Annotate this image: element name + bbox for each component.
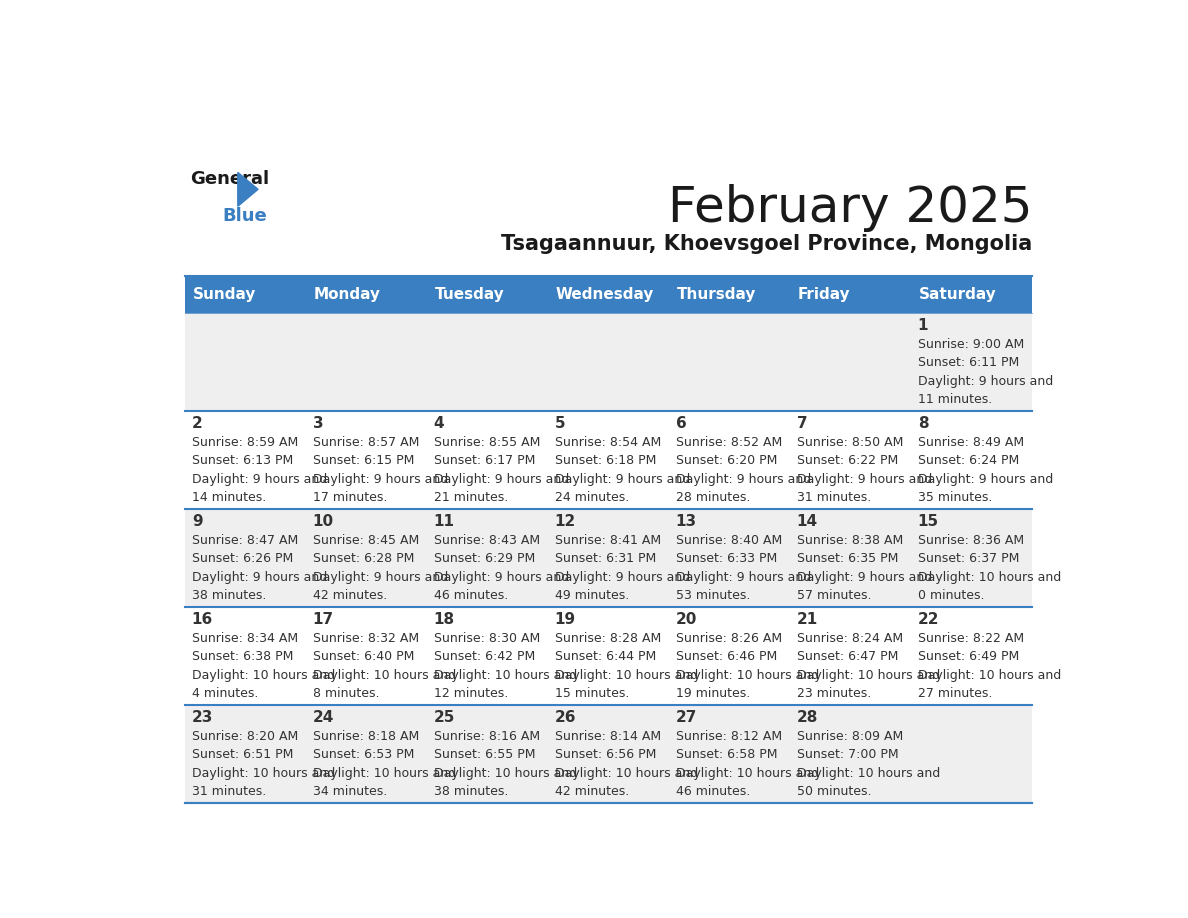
Text: Sunrise: 8:36 AM
Sunset: 6:37 PM
Daylight: 10 hours and
0 minutes.: Sunrise: 8:36 AM Sunset: 6:37 PM Dayligh… xyxy=(918,533,1061,602)
Text: Sunrise: 8:54 AM
Sunset: 6:18 PM
Daylight: 9 hours and
24 minutes.: Sunrise: 8:54 AM Sunset: 6:18 PM Dayligh… xyxy=(555,436,690,504)
Text: 1: 1 xyxy=(918,318,928,333)
Text: Sunrise: 8:18 AM
Sunset: 6:53 PM
Daylight: 10 hours and
34 minutes.: Sunrise: 8:18 AM Sunset: 6:53 PM Dayligh… xyxy=(312,730,456,798)
Text: 19: 19 xyxy=(555,612,576,627)
Text: Saturday: Saturday xyxy=(918,287,997,302)
Text: Sunrise: 8:38 AM
Sunset: 6:35 PM
Daylight: 9 hours and
57 minutes.: Sunrise: 8:38 AM Sunset: 6:35 PM Dayligh… xyxy=(797,533,933,602)
Text: Friday: Friday xyxy=(797,287,851,302)
Text: Sunrise: 8:40 AM
Sunset: 6:33 PM
Daylight: 9 hours and
53 minutes.: Sunrise: 8:40 AM Sunset: 6:33 PM Dayligh… xyxy=(676,533,811,602)
Bar xyxy=(185,705,1032,803)
Text: Sunrise: 9:00 AM
Sunset: 6:11 PM
Daylight: 9 hours and
11 minutes.: Sunrise: 9:00 AM Sunset: 6:11 PM Dayligh… xyxy=(918,338,1053,407)
Bar xyxy=(185,509,1032,607)
Text: 26: 26 xyxy=(555,710,576,725)
Text: 15: 15 xyxy=(918,514,939,529)
Text: Sunrise: 8:22 AM
Sunset: 6:49 PM
Daylight: 10 hours and
27 minutes.: Sunrise: 8:22 AM Sunset: 6:49 PM Dayligh… xyxy=(918,632,1061,700)
Text: 5: 5 xyxy=(555,416,565,431)
Bar xyxy=(185,411,1032,509)
Text: 18: 18 xyxy=(434,612,455,627)
Text: February 2025: February 2025 xyxy=(668,185,1032,232)
Text: Sunrise: 8:41 AM
Sunset: 6:31 PM
Daylight: 9 hours and
49 minutes.: Sunrise: 8:41 AM Sunset: 6:31 PM Dayligh… xyxy=(555,533,690,602)
Text: 10: 10 xyxy=(312,514,334,529)
Text: 28: 28 xyxy=(797,710,819,725)
Text: 22: 22 xyxy=(918,612,940,627)
Text: 11: 11 xyxy=(434,514,455,529)
Text: Sunrise: 8:26 AM
Sunset: 6:46 PM
Daylight: 10 hours and
19 minutes.: Sunrise: 8:26 AM Sunset: 6:46 PM Dayligh… xyxy=(676,632,819,700)
Text: Sunrise: 8:49 AM
Sunset: 6:24 PM
Daylight: 9 hours and
35 minutes.: Sunrise: 8:49 AM Sunset: 6:24 PM Dayligh… xyxy=(918,436,1053,504)
Text: 17: 17 xyxy=(312,612,334,627)
Text: 25: 25 xyxy=(434,710,455,725)
Bar xyxy=(549,276,669,313)
Text: Sunrise: 8:20 AM
Sunset: 6:51 PM
Daylight: 10 hours and
31 minutes.: Sunrise: 8:20 AM Sunset: 6:51 PM Dayligh… xyxy=(191,730,335,798)
Text: Sunrise: 8:47 AM
Sunset: 6:26 PM
Daylight: 9 hours and
38 minutes.: Sunrise: 8:47 AM Sunset: 6:26 PM Dayligh… xyxy=(191,533,327,602)
Bar xyxy=(911,276,1032,313)
Text: Sunrise: 8:32 AM
Sunset: 6:40 PM
Daylight: 10 hours and
8 minutes.: Sunrise: 8:32 AM Sunset: 6:40 PM Dayligh… xyxy=(312,632,456,700)
Text: 23: 23 xyxy=(191,710,213,725)
Text: Sunday: Sunday xyxy=(192,287,257,302)
Text: Sunrise: 8:50 AM
Sunset: 6:22 PM
Daylight: 9 hours and
31 minutes.: Sunrise: 8:50 AM Sunset: 6:22 PM Dayligh… xyxy=(797,436,933,504)
Text: 4: 4 xyxy=(434,416,444,431)
Text: Sunrise: 8:12 AM
Sunset: 6:58 PM
Daylight: 10 hours and
46 minutes.: Sunrise: 8:12 AM Sunset: 6:58 PM Dayligh… xyxy=(676,730,819,798)
Text: Blue: Blue xyxy=(222,207,267,225)
Text: 12: 12 xyxy=(555,514,576,529)
Text: 2: 2 xyxy=(191,416,202,431)
Text: 21: 21 xyxy=(797,612,819,627)
Bar xyxy=(185,313,1032,411)
Text: Sunrise: 8:45 AM
Sunset: 6:28 PM
Daylight: 9 hours and
42 minutes.: Sunrise: 8:45 AM Sunset: 6:28 PM Dayligh… xyxy=(312,533,448,602)
Text: Sunrise: 8:30 AM
Sunset: 6:42 PM
Daylight: 10 hours and
12 minutes.: Sunrise: 8:30 AM Sunset: 6:42 PM Dayligh… xyxy=(434,632,577,700)
Text: Sunrise: 8:28 AM
Sunset: 6:44 PM
Daylight: 10 hours and
15 minutes.: Sunrise: 8:28 AM Sunset: 6:44 PM Dayligh… xyxy=(555,632,699,700)
Text: Sunrise: 8:09 AM
Sunset: 7:00 PM
Daylight: 10 hours and
50 minutes.: Sunrise: 8:09 AM Sunset: 7:00 PM Dayligh… xyxy=(797,730,940,798)
Text: Sunrise: 8:52 AM
Sunset: 6:20 PM
Daylight: 9 hours and
28 minutes.: Sunrise: 8:52 AM Sunset: 6:20 PM Dayligh… xyxy=(676,436,811,504)
Bar xyxy=(428,276,549,313)
Text: 9: 9 xyxy=(191,514,202,529)
Text: 20: 20 xyxy=(676,612,697,627)
Bar xyxy=(669,276,790,313)
Text: Sunrise: 8:24 AM
Sunset: 6:47 PM
Daylight: 10 hours and
23 minutes.: Sunrise: 8:24 AM Sunset: 6:47 PM Dayligh… xyxy=(797,632,940,700)
Text: General: General xyxy=(190,170,268,188)
Text: 7: 7 xyxy=(797,416,808,431)
Bar xyxy=(185,276,307,313)
Text: Monday: Monday xyxy=(314,287,380,302)
Text: Wednesday: Wednesday xyxy=(556,287,655,302)
Bar xyxy=(307,276,428,313)
Text: Sunrise: 8:57 AM
Sunset: 6:15 PM
Daylight: 9 hours and
17 minutes.: Sunrise: 8:57 AM Sunset: 6:15 PM Dayligh… xyxy=(312,436,448,504)
Text: 27: 27 xyxy=(676,710,697,725)
Bar xyxy=(790,276,911,313)
Polygon shape xyxy=(238,173,258,207)
Text: Sunrise: 8:59 AM
Sunset: 6:13 PM
Daylight: 9 hours and
14 minutes.: Sunrise: 8:59 AM Sunset: 6:13 PM Dayligh… xyxy=(191,436,327,504)
Text: 13: 13 xyxy=(676,514,697,529)
Text: 8: 8 xyxy=(918,416,929,431)
Text: Sunrise: 8:55 AM
Sunset: 6:17 PM
Daylight: 9 hours and
21 minutes.: Sunrise: 8:55 AM Sunset: 6:17 PM Dayligh… xyxy=(434,436,569,504)
Text: Sunrise: 8:14 AM
Sunset: 6:56 PM
Daylight: 10 hours and
42 minutes.: Sunrise: 8:14 AM Sunset: 6:56 PM Dayligh… xyxy=(555,730,699,798)
Bar xyxy=(185,607,1032,705)
Text: Sunrise: 8:43 AM
Sunset: 6:29 PM
Daylight: 9 hours and
46 minutes.: Sunrise: 8:43 AM Sunset: 6:29 PM Dayligh… xyxy=(434,533,569,602)
Text: Thursday: Thursday xyxy=(677,287,756,302)
Text: Tsagaannuur, Khoevsgoel Province, Mongolia: Tsagaannuur, Khoevsgoel Province, Mongol… xyxy=(501,234,1032,254)
Text: Sunrise: 8:34 AM
Sunset: 6:38 PM
Daylight: 10 hours and
4 minutes.: Sunrise: 8:34 AM Sunset: 6:38 PM Dayligh… xyxy=(191,632,335,700)
Text: Tuesday: Tuesday xyxy=(435,287,505,302)
Text: 16: 16 xyxy=(191,612,213,627)
Text: 24: 24 xyxy=(312,710,334,725)
Text: 6: 6 xyxy=(676,416,687,431)
Text: 14: 14 xyxy=(797,514,817,529)
Text: 3: 3 xyxy=(312,416,323,431)
Text: Sunrise: 8:16 AM
Sunset: 6:55 PM
Daylight: 10 hours and
38 minutes.: Sunrise: 8:16 AM Sunset: 6:55 PM Dayligh… xyxy=(434,730,577,798)
